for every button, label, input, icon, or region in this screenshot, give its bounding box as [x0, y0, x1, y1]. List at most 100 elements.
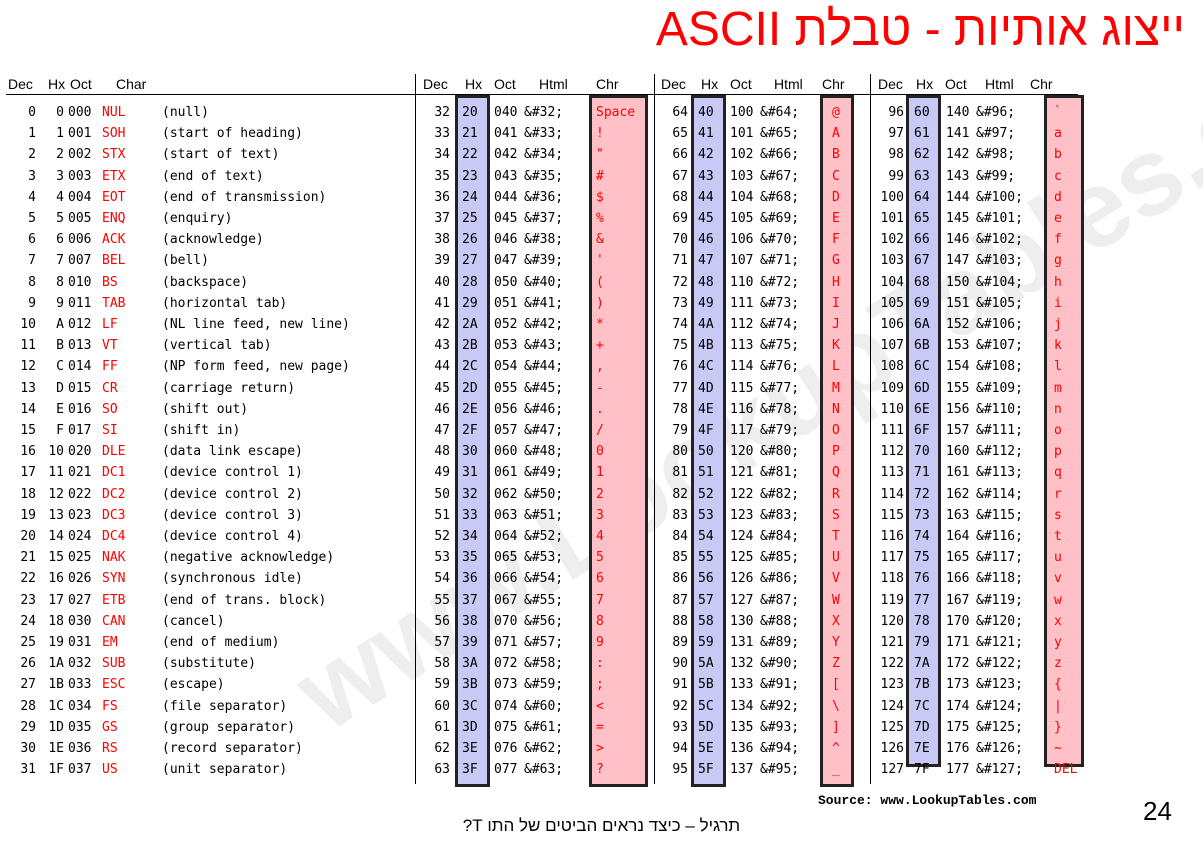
cell-code: FF [102, 359, 118, 375]
cell-code: ETX [102, 168, 126, 184]
cell-oct: 113 [730, 338, 754, 354]
cell-chr: Z [832, 656, 840, 672]
exercise-question: תרגיל – כיצד נראים הביטים של התו T? [462, 816, 741, 835]
cell-html: &#117; [976, 550, 1023, 566]
cell-oct: 045 [494, 211, 518, 226]
cell-html: &#121; [976, 635, 1023, 650]
cell-html: &#55; [524, 592, 564, 608]
cell-desc: (acknowledge) [162, 232, 264, 248]
cell-code: SO [102, 401, 118, 417]
cell-hex: 23 [462, 168, 478, 184]
cell-html: &#80; [760, 444, 800, 460]
cell-desc: (horizontal tab) [162, 295, 288, 311]
cell-oct: 102 [730, 147, 754, 163]
cell-oct: 136 [730, 741, 754, 756]
header-oct-2: Oct [730, 76, 752, 92]
cell-html: &#62; [524, 741, 564, 756]
cell-chr: G [832, 253, 840, 269]
cell-dec: 101 [880, 211, 904, 226]
cell-oct: 041 [494, 126, 518, 142]
cell-dec: 105 [880, 295, 904, 311]
cell-oct: 140 [946, 105, 970, 120]
cell-hex: 6E [914, 401, 930, 417]
cell-html: &#32; [524, 105, 564, 120]
cell-chr: & [596, 232, 604, 248]
cell-oct: 100 [730, 105, 754, 120]
cell-oct: 001 [68, 126, 92, 142]
cell-hex: 44 [698, 189, 714, 205]
cell-oct: 177 [946, 762, 970, 778]
cell-hex: 5C [698, 698, 714, 714]
cell-hex: 6D [914, 380, 930, 396]
cell-hex: 51 [698, 465, 714, 481]
cell-dec: 70 [672, 232, 688, 248]
cell-hex: 5E [698, 741, 714, 756]
cell-oct: 141 [946, 126, 970, 142]
cell-dec: 71 [672, 253, 688, 269]
cell-hex: 5D [698, 719, 714, 735]
cell-chr: d [1054, 189, 1062, 205]
cell-code: ENQ [102, 211, 126, 226]
cell-dec: 66 [672, 147, 688, 163]
cell-dec: 121 [880, 635, 904, 650]
cell-oct: 040 [494, 105, 518, 120]
cell-code: NAK [102, 550, 126, 566]
cell-hex: 38 [462, 613, 478, 629]
cell-oct: 145 [946, 211, 970, 226]
cell-chr: A [832, 126, 840, 142]
cell-html: &#56; [524, 613, 564, 629]
cell-html: &#118; [976, 571, 1023, 587]
cell-hex: 37 [462, 592, 478, 608]
cell-oct: 044 [494, 189, 518, 205]
cell-hex: 4 [56, 189, 64, 205]
cell-hex: 7C [914, 698, 930, 714]
cell-html: &#81; [760, 465, 800, 481]
header-html-2: Html [774, 76, 803, 92]
cell-html: &#46; [524, 401, 564, 417]
cell-oct: 066 [494, 571, 518, 587]
cell-dec: 106 [880, 317, 904, 332]
cell-oct: 165 [946, 550, 970, 566]
cell-dec: 27 [20, 677, 36, 693]
cell-oct: 106 [730, 232, 754, 248]
cell-oct: 174 [946, 698, 970, 714]
cell-hex: 47 [698, 253, 714, 269]
cell-hex: 19 [48, 635, 64, 650]
chr-highlight-col-2 [589, 95, 648, 787]
cell-html: &#51; [524, 507, 564, 523]
cell-html: &#68; [760, 189, 800, 205]
cell-chr: ~ [1054, 741, 1062, 756]
cell-oct: 013 [68, 338, 92, 354]
cell-chr: p [1054, 444, 1062, 460]
header-dec-2: Dec [661, 76, 686, 92]
cell-html: &#61; [524, 719, 564, 735]
cell-chr: ; [596, 677, 604, 693]
cell-html: &#43; [524, 338, 564, 354]
cell-dec: 42 [434, 317, 450, 332]
cell-chr: < [596, 698, 604, 714]
cell-dec: 21 [20, 550, 36, 566]
cell-hex: 13 [48, 507, 64, 523]
cell-dec: 45 [434, 380, 450, 396]
cell-chr: x [1054, 613, 1062, 629]
cell-dec: 107 [880, 338, 904, 354]
cell-hex: 3C [462, 698, 478, 714]
cell-chr: } [1054, 719, 1062, 735]
cell-html: &#104; [976, 274, 1023, 290]
cell-dec: 75 [672, 338, 688, 354]
cell-chr: ] [832, 719, 840, 735]
cell-chr: Y [832, 635, 840, 650]
cell-oct: 156 [946, 401, 970, 417]
cell-hex: 10 [48, 444, 64, 460]
cell-oct: 122 [730, 486, 754, 502]
cell-chr: { [1054, 677, 1062, 693]
cell-dec: 115 [880, 507, 904, 523]
cell-dec: 116 [880, 529, 904, 544]
cell-html: &#87; [760, 592, 800, 608]
cell-oct: 055 [494, 380, 518, 396]
cell-oct: 056 [494, 401, 518, 417]
header-char-0: Char [116, 76, 147, 92]
cell-code: RS [102, 741, 118, 756]
cell-oct: 132 [730, 656, 754, 672]
cell-hex: 17 [48, 592, 64, 608]
